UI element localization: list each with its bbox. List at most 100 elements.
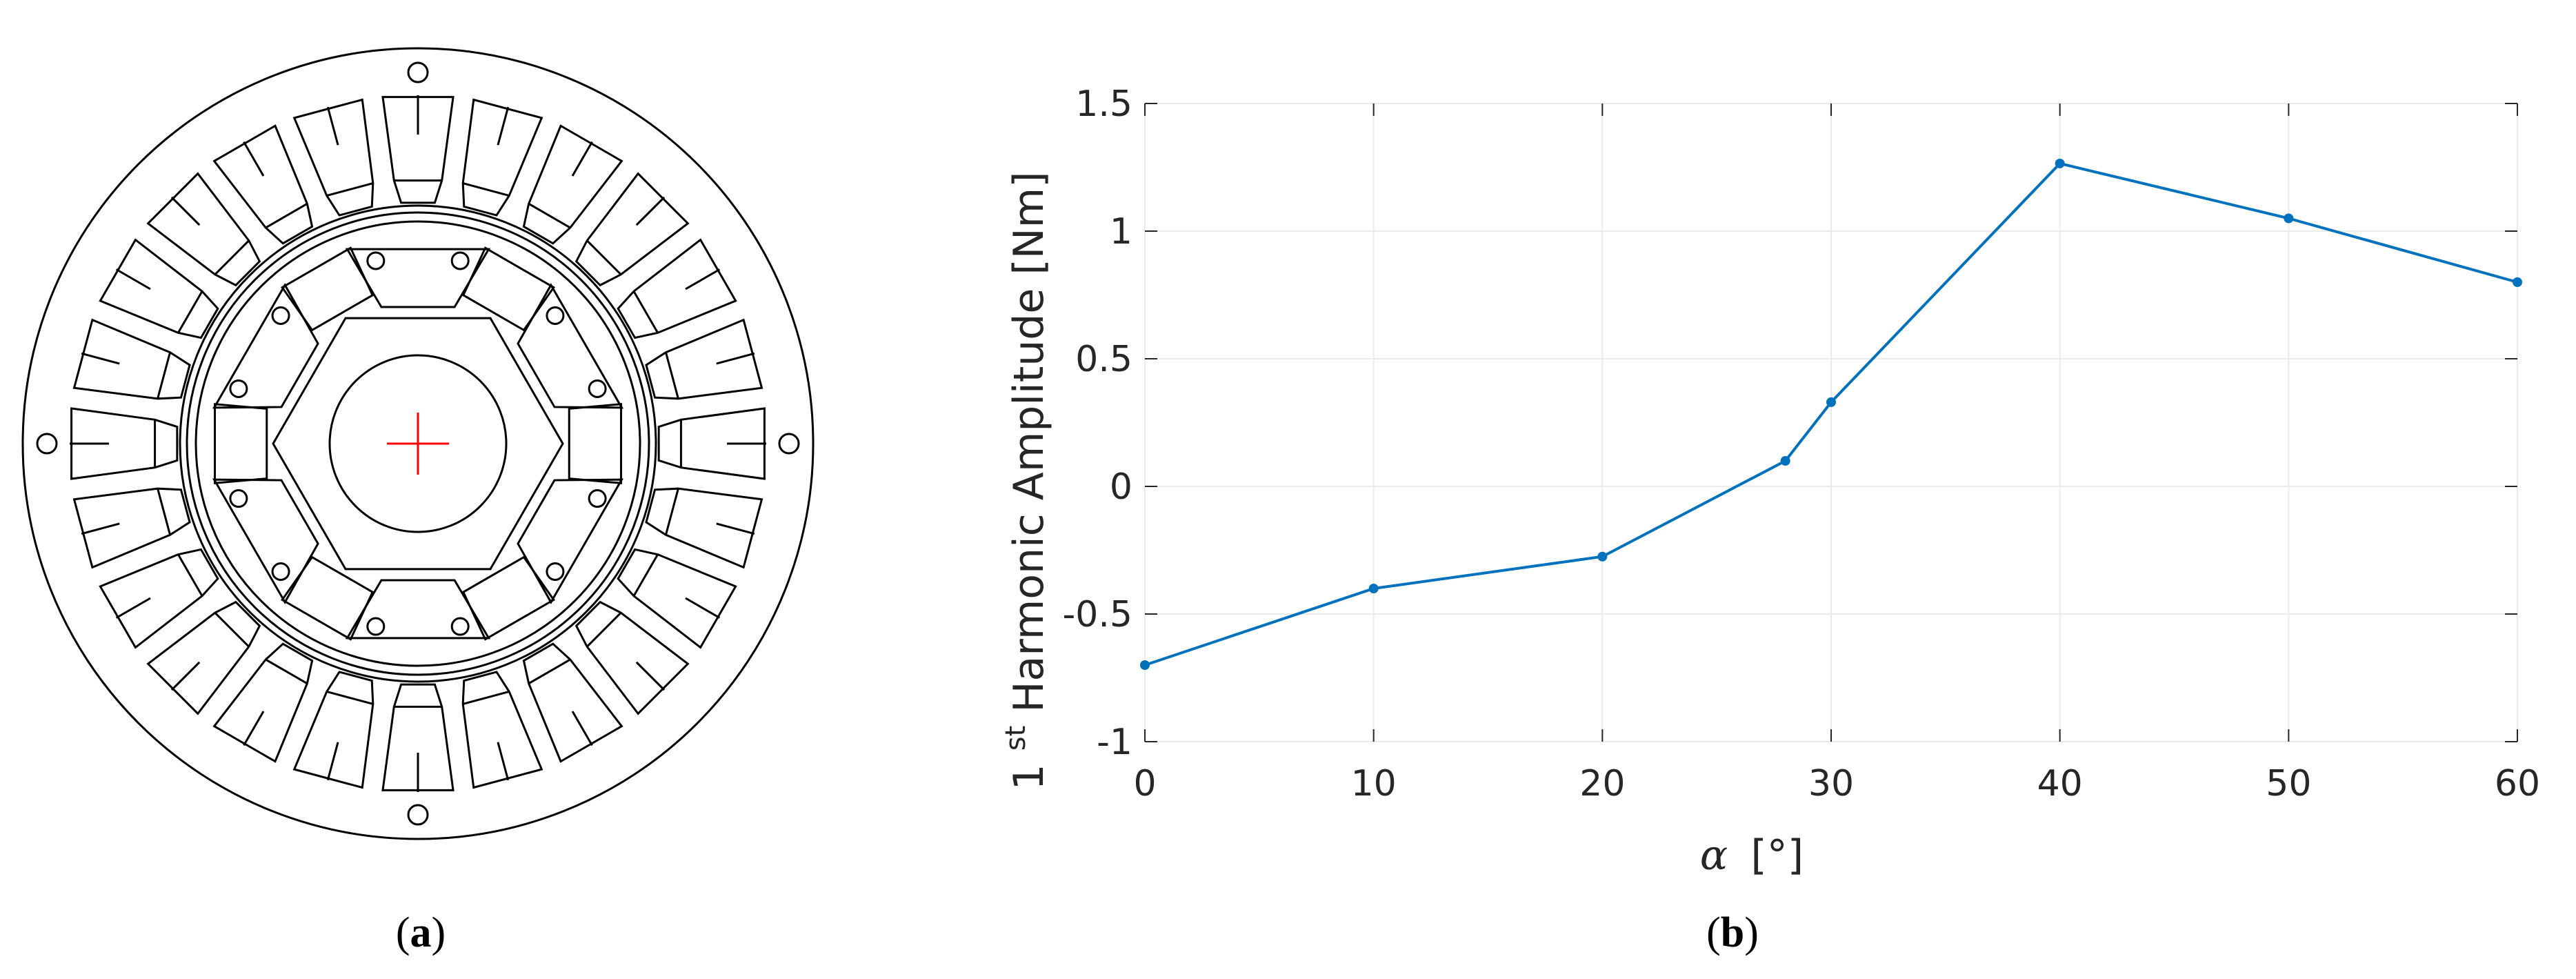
outer-housing-circle [21, 47, 815, 840]
rotor-pole-block [281, 555, 375, 641]
slot-winding-divider [685, 597, 721, 619]
slot-wedge-line [664, 352, 679, 399]
slot-winding-divider [716, 352, 755, 365]
y-tick-label: 0 [1110, 466, 1132, 508]
stator-slot [645, 487, 763, 569]
stator-slot [72, 487, 191, 569]
slot-winding-divider [571, 141, 593, 177]
slot-winding-divider [685, 268, 721, 290]
rotor-hole [450, 617, 470, 636]
rotor-hole [229, 489, 248, 508]
slot-wedge-line [462, 690, 510, 705]
y-tick-label: 1.5 [1075, 83, 1132, 125]
data-point [1826, 397, 1836, 407]
x-axis-label-symbol: α [1700, 831, 1728, 880]
data-point [1368, 584, 1379, 593]
mounting-hole [36, 433, 58, 455]
slot-wedge-line [265, 658, 308, 684]
slot-wedge-line [177, 553, 203, 597]
slot-winding-divider [497, 106, 510, 146]
slot-wedge-line [326, 690, 374, 705]
chart-series [1140, 158, 2522, 670]
x-axis-label-unit: [°] [1750, 831, 1804, 880]
slot-wedge-line [462, 182, 510, 197]
slot-winding-divider [81, 522, 120, 535]
data-point [2284, 213, 2294, 224]
data-point [2055, 158, 2065, 168]
slot-winding-divider [571, 711, 593, 746]
chart-axes [1144, 103, 2518, 742]
stator-bore-circle [179, 204, 657, 683]
rotor-outer-circle [194, 220, 641, 667]
slot-winding-divider [326, 106, 339, 146]
y-axis-label-prefix: 1 [1005, 764, 1053, 790]
rotor-hole [546, 562, 565, 582]
harmonic-amplitude-chart: 0 10 20 30 40 50 60 -1 -0.5 0 0.5 1 1.5 α [°] 1 st H… [987, 83, 2540, 880]
slot-winding-divider [497, 742, 510, 781]
slot-wedge-line [664, 488, 679, 535]
slot-winding-divider [115, 597, 151, 619]
rotor-hole [271, 562, 290, 582]
slot-winding-divider [635, 661, 666, 691]
slot-winding-divider [115, 268, 151, 290]
rotor-hole [271, 306, 290, 325]
stator-slot [575, 172, 690, 287]
slot-wedge-line [528, 658, 571, 684]
stator-slot [212, 642, 314, 763]
x-tick-label: 10 [1351, 763, 1397, 804]
stator-slot [461, 98, 543, 217]
stator-slot [645, 318, 763, 400]
rotor-pole-block [281, 246, 375, 332]
caption-a-letter: a [410, 909, 432, 956]
stator-slot [461, 671, 543, 789]
slot-wedge-line [214, 612, 250, 648]
slot-wedge-line [157, 488, 172, 535]
rotor-pole-block [214, 403, 268, 484]
stator-slot [617, 548, 737, 649]
y-axis-label-superscript: st [1000, 726, 1032, 751]
rotor-hole [546, 306, 565, 325]
caption-a: (a) [396, 909, 446, 956]
motor-cross-section-drawing [21, 47, 815, 840]
mounting-hole [407, 61, 429, 83]
x-tick-label: 40 [2037, 763, 2083, 804]
rotor-hole [450, 251, 470, 270]
stator-slot [99, 238, 219, 339]
stator-slot [146, 172, 261, 287]
caption-b: (b) [1706, 909, 1759, 956]
x-tick-label: 60 [2495, 763, 2540, 804]
x-tick-label: 50 [2266, 763, 2311, 804]
y-tick-label: -0.5 [1063, 594, 1132, 635]
rotor-hexagon-core [272, 317, 564, 571]
rotor-hole [588, 489, 607, 508]
slot-wedge-line [177, 290, 203, 334]
slot-winding-divider [170, 661, 201, 691]
slot-winding-divider [243, 141, 265, 177]
mounting-hole [778, 433, 800, 455]
data-point [1780, 456, 1790, 466]
slot-wedge-line [528, 203, 571, 229]
slot-wedge-line [157, 352, 172, 399]
data-point [2513, 277, 2522, 287]
slot-wedge-line [586, 239, 622, 275]
y-tick-label: 1 [1110, 211, 1132, 253]
y-axis-label: 1 st Harmonic Amplitude [Nm] [987, 172, 1053, 791]
stator-slot [617, 238, 737, 339]
rotor-pole-block [461, 246, 555, 332]
x-tick-label: 30 [1808, 763, 1854, 804]
stator-slot [522, 642, 623, 763]
stator-slot [522, 124, 623, 245]
stator-slot [292, 98, 375, 217]
slot-winding-divider [243, 711, 265, 746]
stator-slot [146, 600, 261, 715]
rotor-hole [366, 251, 386, 270]
slot-winding-divider [716, 522, 755, 535]
x-axis-label: α [°] [1700, 831, 1804, 880]
series-line [1144, 161, 2518, 666]
stator-slot [575, 600, 690, 715]
slot-wedge-line [214, 239, 250, 275]
slot-wedge-line [586, 612, 622, 648]
mounting-hole [407, 804, 429, 826]
slot-wedge-line [632, 290, 659, 334]
